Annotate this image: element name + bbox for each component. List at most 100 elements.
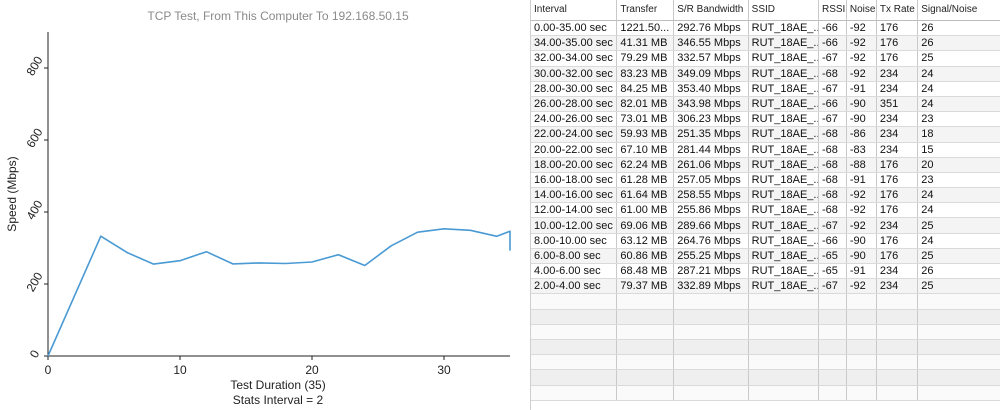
- column-header[interactable]: Noise: [846, 0, 877, 21]
- chart-title: TCP Test, From This Computer To 192.168.…: [147, 9, 409, 23]
- table-cell: 32.00-34.00 sec: [531, 50, 618, 67]
- table-cell: 24: [917, 96, 1000, 113]
- table-row[interactable]: 16.00-18.00 sec 61.28 MB 257.05 Mbps RUT_18…: [531, 172, 1000, 189]
- table-cell: 10.00-12.00 sec: [531, 217, 618, 234]
- empty-cell: [876, 385, 919, 401]
- table-cell: -65: [818, 263, 847, 280]
- table-row[interactable]: 26.00-28.00 sec 82.01 MB 343.98 Mbps RUT_18…: [531, 96, 1000, 113]
- table-row[interactable]: 22.00-24.00 sec 59.93 MB 251.35 Mbps RUT_18…: [531, 126, 1000, 143]
- empty-table-row: [531, 293, 1000, 310]
- table-cell: RUT_18AE_...: [748, 142, 819, 158]
- table-cell: -91: [846, 263, 877, 280]
- table-row[interactable]: 12.00-14.00 sec 61.00 MB 255.86 Mbps RUT_18…: [531, 202, 1000, 219]
- table-header-row: Interval Transfer S/R Bandwidth SSID RSSI Noi…: [531, 0, 1000, 21]
- empty-cell: [531, 385, 618, 401]
- table-cell: 23: [917, 172, 1000, 189]
- table-cell: RUT_18AE_...: [748, 172, 819, 189]
- table-row[interactable]: 18.00-20.00 sec 62.24 MB 261.06 Mbps RUT_18…: [531, 157, 1000, 173]
- table-cell: -67: [818, 111, 847, 128]
- table-cell: 25: [917, 50, 1000, 67]
- table-row[interactable]: 8.00-10.00 sec 63.12 MB 264.76 Mbps RUT_18A…: [531, 233, 1000, 249]
- table-cell: 30.00-32.00 sec: [531, 66, 618, 82]
- column-header[interactable]: Transfer: [616, 0, 675, 21]
- empty-cell: [846, 339, 877, 356]
- x-axis-label: Test Duration (35): [230, 378, 325, 392]
- table-cell: 176: [876, 35, 919, 52]
- table-row[interactable]: 0.00-35.00 sec 1221.50... 292.76 Mbps RUT_1…: [531, 20, 1000, 37]
- empty-table-row: [531, 324, 1000, 340]
- table-row[interactable]: 28.00-30.00 sec 84.25 MB 353.40 Mbps RUT_18…: [531, 81, 1000, 97]
- empty-cell: [616, 339, 675, 356]
- empty-cell: [748, 354, 819, 371]
- empty-cell: [531, 293, 618, 310]
- column-header[interactable]: S/R Bandwidth: [673, 0, 749, 21]
- table-cell: -90: [846, 233, 877, 249]
- speed-line-chart: TCP Test, From This Computer To 192.168.…: [5, 9, 511, 407]
- table-row[interactable]: 2.00-4.00 sec 79.37 MB 332.89 Mbps RUT_18AE…: [531, 278, 1000, 295]
- empty-cell: [616, 324, 675, 340]
- table-row[interactable]: 6.00-8.00 sec 60.86 MB 255.25 Mbps RUT_18AE…: [531, 248, 1000, 265]
- table-cell: 41.31 MB: [616, 35, 675, 52]
- empty-cell: [818, 385, 847, 401]
- column-header[interactable]: Tx Rate: [876, 0, 919, 21]
- table-cell: 22.00-24.00 sec: [531, 126, 618, 143]
- column-header[interactable]: RSSI: [818, 0, 847, 21]
- table-cell: 34.00-35.00 sec: [531, 35, 618, 52]
- table-cell: 20: [917, 157, 1000, 173]
- column-header[interactable]: Interval: [531, 0, 618, 21]
- column-header[interactable]: SSID: [748, 0, 819, 21]
- speed-series-line: [47, 228, 511, 357]
- table-cell: 6.00-8.00 sec: [531, 248, 618, 265]
- table-cell: 4.00-6.00 sec: [531, 263, 618, 280]
- empty-cell: [846, 293, 877, 310]
- table-row[interactable]: 34.00-35.00 sec 41.31 MB 346.55 Mbps RUT_18…: [531, 35, 1000, 52]
- table-cell: 69.06 MB: [616, 217, 675, 234]
- x-tick-label: 30: [437, 363, 451, 377]
- table-cell: 351: [876, 96, 919, 113]
- table-cell: 176: [876, 172, 919, 189]
- empty-table-row: [531, 354, 1000, 371]
- table-cell: RUT_18AE_...: [748, 217, 819, 234]
- table-cell: -68: [818, 187, 847, 204]
- table-cell: RUT_18AE_...: [748, 126, 819, 143]
- table-cell: -92: [846, 66, 877, 82]
- table-cell: 25: [917, 217, 1000, 234]
- empty-cell: [917, 293, 1000, 310]
- table-cell: 234: [876, 278, 919, 295]
- table-cell: RUT_18AE_...: [748, 202, 819, 219]
- empty-cell: [673, 324, 749, 340]
- table-row[interactable]: 4.00-6.00 sec 68.48 MB 287.21 Mbps RUT_18AE…: [531, 263, 1000, 280]
- empty-cell: [846, 309, 877, 325]
- empty-cell: [531, 324, 618, 340]
- table-cell: 176: [876, 248, 919, 265]
- table-cell: RUT_18AE_...: [748, 248, 819, 265]
- empty-cell: [748, 385, 819, 401]
- table-cell: 257.05 Mbps: [673, 172, 749, 189]
- table-cell: -68: [818, 142, 847, 158]
- table-cell: RUT_18AE_...: [748, 66, 819, 82]
- table-row[interactable]: 24.00-26.00 sec 73.01 MB 306.23 Mbps RUT_18…: [531, 111, 1000, 128]
- table-row[interactable]: 30.00-32.00 sec 83.23 MB 349.09 Mbps RUT_18…: [531, 66, 1000, 82]
- empty-cell: [876, 354, 919, 371]
- table-row[interactable]: 14.00-16.00 sec 61.64 MB 258.55 Mbps RUT_18…: [531, 187, 1000, 204]
- empty-cell: [917, 369, 1000, 386]
- table-cell: -92: [846, 187, 877, 204]
- empty-cell: [818, 369, 847, 386]
- table-cell: 15: [917, 142, 1000, 158]
- empty-cell: [846, 369, 877, 386]
- table-cell: 289.66 Mbps: [673, 217, 749, 234]
- table-row[interactable]: 10.00-12.00 sec 69.06 MB 289.66 Mbps RUT_18…: [531, 217, 1000, 234]
- table-cell: RUT_18AE_...: [748, 263, 819, 280]
- empty-cell: [876, 309, 919, 325]
- table-row[interactable]: 32.00-34.00 sec 79.29 MB 332.57 Mbps RUT_18…: [531, 50, 1000, 67]
- y-tick-label: 200: [23, 270, 45, 295]
- empty-cell: [673, 369, 749, 386]
- table-row[interactable]: 20.00-22.00 sec 67.10 MB 281.44 Mbps RUT_18…: [531, 142, 1000, 158]
- table-cell: -92: [846, 278, 877, 295]
- table-cell: 25: [917, 248, 1000, 265]
- table-cell: 234: [876, 126, 919, 143]
- table-cell: 176: [876, 202, 919, 219]
- column-header[interactable]: Signal/Noise: [917, 0, 1000, 21]
- table-cell: RUT_18AE_...: [748, 35, 819, 52]
- empty-cell: [531, 339, 618, 356]
